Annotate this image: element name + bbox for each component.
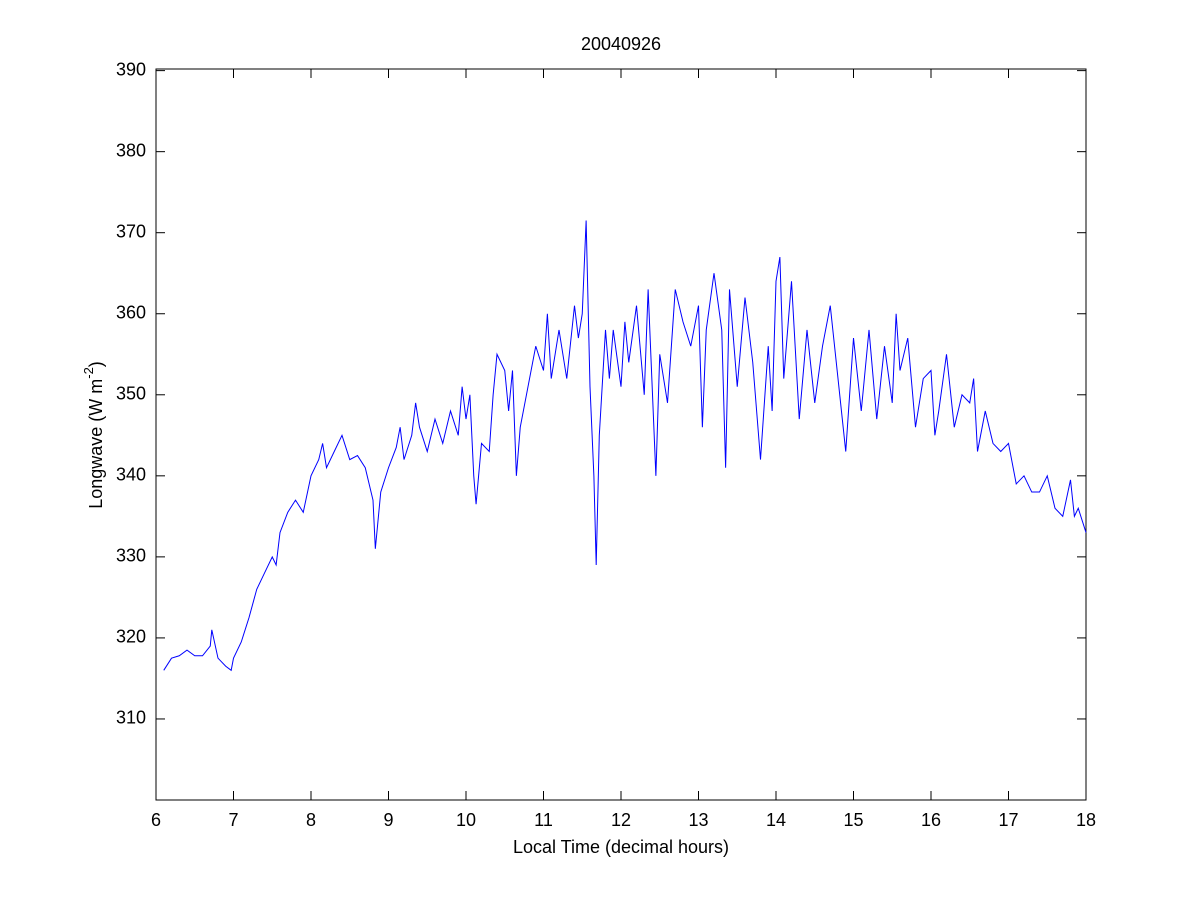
y-tick-label: 320 xyxy=(116,627,146,647)
y-tick-label: 360 xyxy=(116,302,146,322)
x-tick-label: 8 xyxy=(306,810,316,830)
x-tick-label: 18 xyxy=(1076,810,1096,830)
y-tick-label: 310 xyxy=(116,708,146,728)
x-tick-label: 10 xyxy=(456,810,476,830)
y-tick-label: 380 xyxy=(116,140,146,160)
x-tick-label: 13 xyxy=(688,810,708,830)
y-axis-label-superscript: -2 xyxy=(81,367,96,379)
y-axis-label-text: Longwave (W m xyxy=(86,379,106,509)
data-line xyxy=(163,220,1087,672)
x-tick-label: 9 xyxy=(383,810,393,830)
x-tick-label: 14 xyxy=(766,810,786,830)
chart-title: 20040926 xyxy=(581,34,661,54)
x-axis-label: Local Time (decimal hours) xyxy=(513,837,729,857)
x-tick-label: 17 xyxy=(998,810,1018,830)
x-tick-label: 6 xyxy=(151,810,161,830)
x-tick-label: 11 xyxy=(534,810,553,830)
y-axis-label: Longwave (W m-2) xyxy=(81,361,105,509)
y-tick-label: 330 xyxy=(116,546,146,566)
y-tick-label: 370 xyxy=(116,221,146,241)
x-tick-label: 12 xyxy=(611,810,631,830)
y-tick-label: 390 xyxy=(116,59,146,79)
x-tick-label: 7 xyxy=(228,810,238,830)
y-tick-label: 350 xyxy=(116,384,146,404)
y-axis-label-suffix: ) xyxy=(86,361,106,367)
y-tick-label: 340 xyxy=(116,465,146,485)
x-tick-label: 15 xyxy=(843,810,863,830)
x-tick-label: 16 xyxy=(921,810,941,830)
